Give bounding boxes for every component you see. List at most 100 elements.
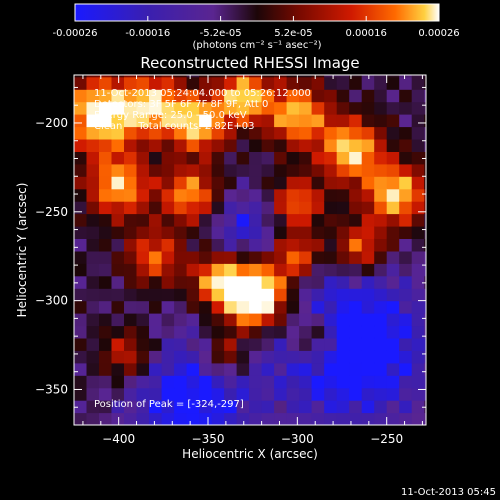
heatmap-cell [274,375,288,389]
heatmap-cell [261,250,275,264]
heatmap-cell [261,238,275,252]
heatmap-cell [124,163,138,177]
heatmap-cell [199,325,213,339]
heatmap-cell [324,288,338,302]
heatmap-cell [274,275,288,289]
heatmap-cell [174,139,188,152]
heatmap-cell [74,139,88,152]
heatmap-cell [99,325,113,339]
annotation-total-counts: Clean Total counts: 2.82E+03 [94,121,254,132]
heatmap-cell [136,275,150,289]
heatmap-cell [136,201,150,215]
heatmap-cell [74,400,88,414]
heatmap-cell [299,238,313,252]
heatmap-cell [149,75,163,78]
heatmap-cell [136,325,150,339]
heatmap-cell [349,201,363,215]
heatmap-cell [249,188,263,202]
heatmap-cell [174,400,188,414]
heatmap-cell [361,300,375,314]
heatmap-cell [224,313,238,327]
x-tick-label: −400 [102,432,135,446]
heatmap-cell [374,387,388,401]
heatmap-cell [149,263,163,277]
heatmap-cell [424,362,426,376]
heatmap-cell [149,151,163,165]
heatmap-cell [374,412,388,425]
heatmap-cell [311,325,325,339]
heatmap-cell [374,250,388,264]
heatmap-cell [111,188,125,202]
heatmap-cell [149,188,163,202]
heatmap-cell [261,89,275,103]
heatmap-cell [399,300,413,314]
heatmap-cell [161,201,175,215]
heatmap-cell [86,250,100,264]
heatmap-cell [111,151,125,165]
heatmap-cell [324,75,338,78]
heatmap-cell [124,201,138,215]
heatmap-cell [161,263,175,277]
heatmap-cell [336,300,350,314]
heatmap-cell [399,288,413,302]
heatmap-cell [424,176,426,190]
heatmap-cell [424,188,426,202]
heatmap-cell [186,201,200,215]
heatmap-cell [249,275,263,289]
heatmap-cell [136,151,150,165]
heatmap-cell [161,226,175,239]
heatmap-cell [286,337,300,351]
heatmap-cell [324,238,338,252]
timestamp: 11-Oct-2013 05:45 [401,487,496,498]
heatmap-cell [336,201,350,215]
heatmap-cell [249,362,263,376]
heatmap-cell [274,114,288,128]
heatmap-cell [199,76,213,90]
heatmap-cell [186,387,200,401]
heatmap-cell [99,114,113,128]
heatmap-cell [224,151,238,165]
heatmap-cell [349,114,363,128]
heatmap-cell [136,263,150,277]
annotation-time-range: 11-Oct-2013 05:24:04.000 to 05:26:12.000 [94,88,311,99]
heatmap-cell [374,151,388,165]
heatmap-cell [199,75,213,78]
heatmap-cell [211,163,225,177]
heatmap-cell [424,300,426,314]
heatmap-cell [224,163,238,177]
heatmap-cell [161,75,175,78]
heatmap-cells [74,75,426,425]
heatmap-cell [336,226,350,239]
heatmap-cell [361,114,375,128]
heatmap-cell [374,76,388,90]
heatmap-cell [149,101,163,115]
heatmap-cell [374,325,388,339]
heatmap-cell [311,288,325,302]
heatmap-cell [199,114,213,128]
heatmap-cell [311,337,325,351]
heatmap-cell [249,325,263,339]
heatmap-cell [411,201,425,215]
heatmap-cell [399,350,413,364]
heatmap-cell [336,250,350,264]
heatmap-cell [186,89,200,103]
heatmap-cell [211,325,225,339]
heatmap-cell [136,188,150,202]
heatmap-cell [86,387,100,401]
heatmap-cell [124,375,138,389]
heatmap-cell [111,313,125,327]
heatmap-cell [374,275,388,289]
heatmap-cell [211,213,225,227]
heatmap-cell [349,101,363,115]
heatmap-cell [424,101,426,115]
colorbar-tick-label: 0.00026 [418,28,459,39]
heatmap-cell [411,176,425,190]
heatmap-cell [411,350,425,364]
heatmap-cell [286,350,300,364]
heatmap-cell [249,213,263,227]
heatmap-cell [174,238,188,252]
heatmap-cell [149,201,163,215]
heatmap-cell [361,176,375,190]
heatmap-cell [361,75,375,78]
heatmap-cell [311,213,325,227]
